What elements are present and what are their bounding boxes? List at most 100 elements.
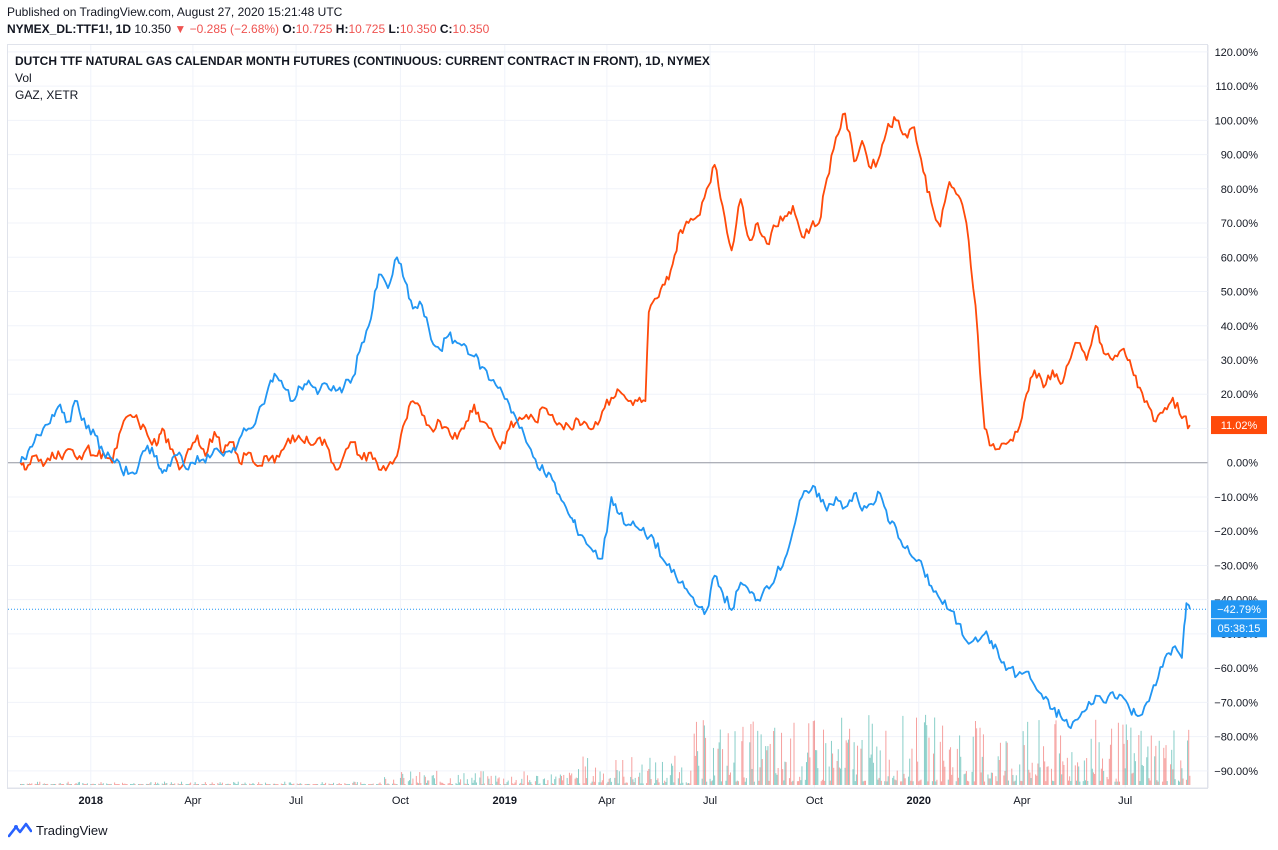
volume-bar <box>416 782 418 785</box>
volume-bar <box>503 778 505 785</box>
volume-bar <box>480 771 482 785</box>
volume-bar <box>816 750 818 785</box>
volume-bar <box>523 771 525 785</box>
volume-bar <box>229 784 231 785</box>
volume-bar <box>912 781 914 785</box>
volume-bar <box>1146 757 1148 785</box>
volume-bar <box>328 783 330 785</box>
volume-bar <box>296 783 298 785</box>
volume-bar <box>1181 768 1183 785</box>
volume-bar <box>63 784 65 785</box>
volume-bar <box>853 742 855 785</box>
volume-bar <box>1019 764 1021 785</box>
volume-bar <box>76 784 78 785</box>
volume-bar <box>974 720 976 785</box>
volume-bar <box>1179 781 1181 785</box>
footer-brand[interactable]: TradingView <box>8 822 108 838</box>
volume-bar <box>345 784 347 785</box>
symbol-label[interactable]: NYMEX_DL:TTF1!, 1D <box>7 22 132 36</box>
volume-bar <box>252 782 254 785</box>
volume-bar <box>940 781 942 785</box>
volume-bar <box>1004 770 1006 785</box>
volume-bar <box>737 781 739 785</box>
volume-bar <box>769 743 771 785</box>
volume-bar <box>1134 761 1136 785</box>
volume-bar <box>204 782 206 785</box>
volume-bar <box>402 773 404 785</box>
volume-bar <box>376 784 378 785</box>
volume-bar <box>161 783 163 785</box>
legend-gaz[interactable]: GAZ, XETR <box>15 88 79 102</box>
volume-bar <box>126 784 128 785</box>
volume-bar <box>750 724 752 785</box>
volume-bar <box>943 760 945 785</box>
volume-bar <box>901 781 903 785</box>
volume-bar <box>968 781 970 785</box>
volume-bar <box>269 784 271 785</box>
volume-bar <box>253 784 255 785</box>
volume-bar <box>585 778 587 785</box>
volume-bar <box>976 728 978 785</box>
volume-bar <box>69 784 71 785</box>
volume-bar <box>243 784 245 785</box>
volume-bar <box>368 784 370 785</box>
volume-bar <box>1095 719 1097 785</box>
volume-bar <box>352 782 354 785</box>
volume-bar <box>632 779 634 785</box>
volume-bar <box>1013 781 1015 785</box>
volume-bar <box>542 779 544 785</box>
legend-vol[interactable]: Vol <box>15 71 32 85</box>
volume-bar <box>426 782 428 785</box>
volume-bar <box>314 784 316 785</box>
volume-bar <box>728 774 730 785</box>
volume-bar <box>187 784 189 785</box>
volume-bar <box>799 776 801 785</box>
volume-bar <box>132 784 134 785</box>
volume-bar <box>705 737 707 785</box>
volume-bar <box>1141 764 1143 785</box>
volume-bar <box>1015 775 1017 785</box>
volume-bar <box>609 777 611 785</box>
volume-bar <box>107 784 109 785</box>
volume-bar <box>123 784 125 785</box>
y-tick-label: −60.00% <box>1214 663 1258 675</box>
volume-bar <box>677 778 679 785</box>
volume-bar <box>186 784 188 785</box>
volume-bar <box>989 778 991 785</box>
volume-bar <box>1126 740 1128 785</box>
volume-bar <box>1170 764 1172 785</box>
volume-bar <box>1102 758 1104 785</box>
volume-bar <box>702 720 704 785</box>
volume-bar <box>363 783 365 785</box>
volume-bar <box>1023 745 1025 785</box>
volume-bar <box>320 784 322 785</box>
volume-bar <box>1054 724 1056 785</box>
volume-bar <box>759 767 761 785</box>
y-tick-label: −20.00% <box>1214 526 1258 538</box>
volume-bar <box>688 783 690 785</box>
volume-bar <box>85 784 87 785</box>
volume-bar <box>1074 765 1076 785</box>
x-tick-label: Oct <box>392 795 409 807</box>
volume-bar <box>1116 781 1118 785</box>
volume-bar <box>280 783 282 785</box>
volume-bar <box>1125 724 1127 785</box>
volume-bar <box>587 758 589 785</box>
volume-bar <box>531 784 533 785</box>
ttf-last-value-badge <box>1211 416 1267 435</box>
volume-bar <box>157 782 159 785</box>
volume-bar <box>227 783 229 785</box>
volume-bar <box>298 783 300 785</box>
volume-bar <box>1022 731 1024 785</box>
volume-bar <box>213 784 215 785</box>
volume-bar <box>939 741 941 785</box>
volume-bar <box>39 781 41 785</box>
volume-bar <box>156 784 158 785</box>
volume-bar <box>616 770 618 785</box>
volume-bar <box>145 783 147 785</box>
y-tick-label: 80.00% <box>1221 184 1259 196</box>
volume-bar <box>649 757 651 785</box>
volume-bar <box>447 783 449 785</box>
volume-bar <box>504 783 506 785</box>
